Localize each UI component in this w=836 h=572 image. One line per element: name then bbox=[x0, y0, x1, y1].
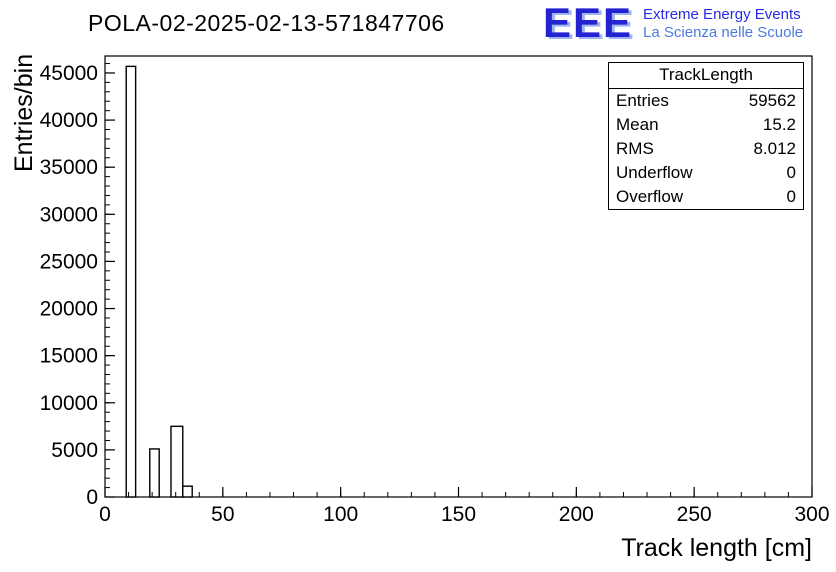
y-tick-label: 45000 bbox=[40, 62, 98, 85]
eee-logo-text: Extreme Energy Events La Scienza nelle S… bbox=[643, 3, 803, 42]
stats-row-underflow: Underflow 0 bbox=[609, 161, 803, 185]
stats-label: Mean bbox=[616, 115, 659, 134]
y-tick-label: 10000 bbox=[40, 392, 98, 415]
histogram-bar bbox=[125, 65, 137, 498]
y-tick-label: 15000 bbox=[40, 345, 98, 368]
histogram-bar bbox=[182, 485, 193, 498]
y-tick-label: 30000 bbox=[40, 203, 98, 226]
stats-row-overflow: Overflow 0 bbox=[609, 185, 803, 209]
eee-logo: EEE Extreme Energy Events La Scienza nel… bbox=[543, 0, 803, 46]
y-tick-label: 35000 bbox=[40, 156, 98, 179]
stats-label: Overflow bbox=[616, 187, 684, 206]
x-tick-label: 200 bbox=[559, 503, 594, 526]
x-axis-title: Track length [cm] bbox=[621, 534, 812, 562]
y-axis-title: Entries/bin bbox=[10, 53, 38, 172]
stats-box-title: TrackLength bbox=[609, 63, 803, 89]
stats-row-entries: Entries 59562 bbox=[609, 89, 803, 113]
stats-row-rms: RMS 8.012 bbox=[609, 137, 803, 161]
x-tick-label: 250 bbox=[677, 503, 712, 526]
stats-row-mean: Mean 15.2 bbox=[609, 113, 803, 137]
x-tick-label: 300 bbox=[794, 503, 829, 526]
stats-value: 59562 bbox=[748, 91, 796, 110]
y-tick-label: 0 bbox=[86, 486, 98, 509]
histogram-bar bbox=[170, 425, 184, 498]
chart-title: POLA-02-2025-02-13-571847706 bbox=[88, 10, 445, 36]
stats-value: 8.012 bbox=[753, 139, 796, 158]
eee-logo-line1: Extreme Energy Events bbox=[643, 6, 801, 23]
stats-box: TrackLength Entries 59562 Mean 15.2 RMS … bbox=[608, 62, 804, 210]
x-tick-label: 100 bbox=[323, 503, 358, 526]
y-tick-label: 5000 bbox=[51, 439, 98, 462]
y-tick-label: 20000 bbox=[40, 298, 98, 321]
x-tick-label: 0 bbox=[99, 503, 111, 526]
eee-logo-acronym: EEE bbox=[543, 0, 634, 46]
stats-label: RMS bbox=[616, 139, 654, 158]
x-tick-label: 150 bbox=[441, 503, 476, 526]
eee-logo-line2: La Scienza nelle Scuole bbox=[643, 24, 804, 41]
y-tick-label: 25000 bbox=[40, 250, 98, 273]
stats-label: Entries bbox=[616, 91, 669, 110]
stats-value: 15.2 bbox=[762, 115, 796, 134]
histogram-bar bbox=[149, 448, 160, 498]
y-tick-label: 40000 bbox=[40, 109, 98, 132]
stats-value: 0 bbox=[786, 163, 796, 182]
stats-value: 0 bbox=[786, 187, 796, 206]
stats-label: Underflow bbox=[616, 163, 693, 182]
x-tick-label: 50 bbox=[211, 503, 234, 526]
